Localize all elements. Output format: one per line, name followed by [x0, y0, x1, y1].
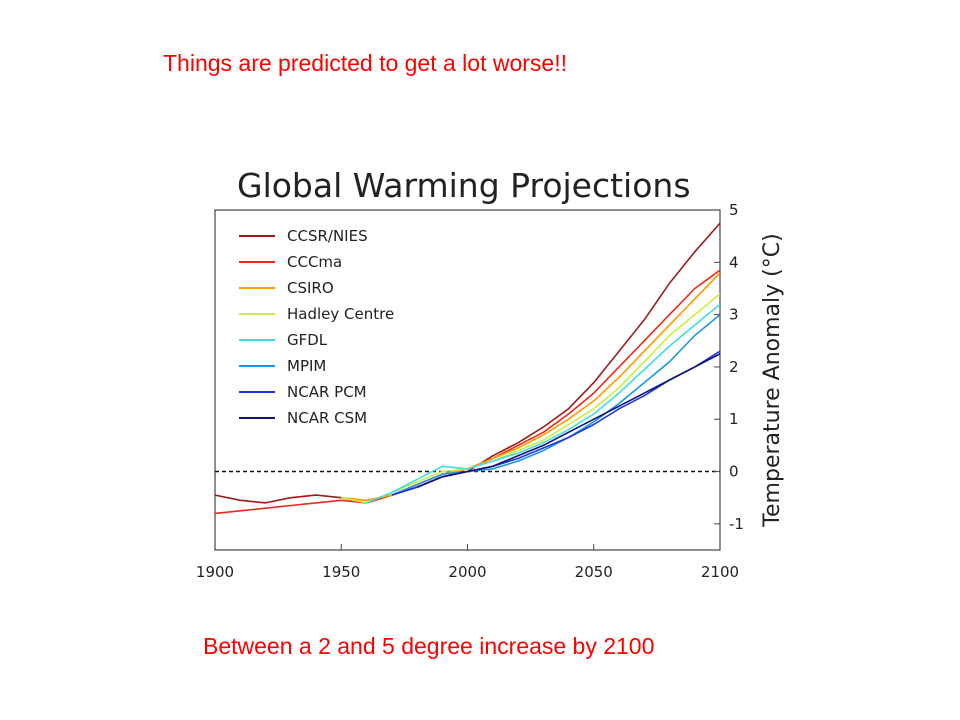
y-axis: -1 0 1 2 3 4 5	[714, 201, 744, 533]
x-tick-label: 1900	[196, 563, 234, 581]
y-tick-label: 2	[729, 358, 739, 376]
legend-label-mpim: MPIM	[287, 357, 326, 375]
slide-footer: Between a 2 and 5 degree increase by 210…	[203, 633, 655, 659]
series-line-csiro	[341, 272, 721, 502]
y-tick-label: 5	[729, 201, 739, 219]
legend-label-hadley-centre: Hadley Centre	[287, 305, 394, 323]
y-tick-label: 4	[729, 253, 739, 271]
x-tick-label: 1950	[322, 563, 360, 581]
y-tick-label: -1	[729, 515, 744, 533]
legend-label-cccma: CCCma	[287, 253, 342, 271]
series-line-ncar-csm	[416, 353, 721, 488]
series-line-hadley-centre	[341, 293, 721, 504]
chart-title: Global Warming Projections	[237, 166, 691, 205]
y-tick-label: 1	[729, 410, 739, 428]
y-axis-label: Temperature Anomaly (°C)	[760, 233, 785, 527]
x-tick-label: 2000	[448, 563, 486, 581]
y-tick-label: 0	[729, 463, 739, 481]
y-tick-label: 3	[729, 306, 739, 324]
legend-label-csiro: CSIRO	[287, 279, 334, 297]
series-line-gfdl	[366, 303, 721, 504]
legend: CCSR/NIES CCCma CSIRO Hadley Centre GFDL MPIM…	[239, 227, 394, 427]
legend-label-ncar-pcm: NCAR PCM	[287, 383, 367, 401]
legend-label-ccsr-nies: CCSR/NIES	[287, 227, 368, 245]
legend-label-gfdl: GFDL	[287, 331, 328, 349]
legend-label-ncar-csm: NCAR CSM	[287, 409, 367, 427]
x-axis: 1900 1950 2000 2050 2100	[196, 544, 739, 581]
series-layer	[214, 222, 721, 515]
slide-heading: Things are predicted to get a lot worse!…	[163, 50, 567, 76]
series-line-mpim	[391, 313, 721, 496]
x-tick-label: 2050	[575, 563, 613, 581]
x-tick-label: 2100	[701, 563, 739, 581]
